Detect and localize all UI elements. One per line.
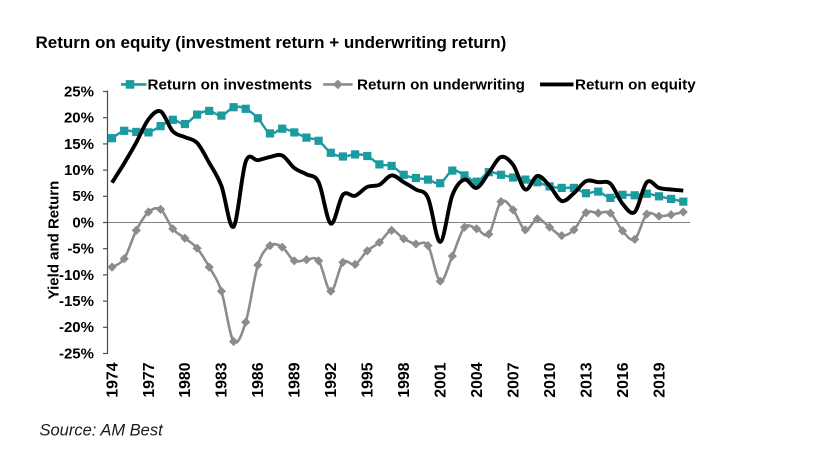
svg-text:Return on underwriting: Return on underwriting: [357, 77, 525, 94]
svg-text:15%: 15%: [64, 136, 94, 153]
svg-text:1977: 1977: [141, 362, 158, 397]
svg-text:1983: 1983: [214, 362, 231, 397]
svg-text:-5%: -5%: [67, 241, 94, 258]
svg-text:1989: 1989: [287, 362, 304, 397]
svg-text:2004: 2004: [469, 362, 486, 397]
svg-text:1998: 1998: [396, 362, 413, 397]
svg-text:0%: 0%: [72, 214, 94, 231]
svg-text:2010: 2010: [542, 362, 559, 397]
svg-text:-20%: -20%: [59, 319, 94, 336]
svg-text:1995: 1995: [360, 362, 377, 397]
svg-text:1980: 1980: [177, 362, 194, 397]
svg-text:2019: 2019: [651, 362, 668, 397]
svg-text:20%: 20%: [64, 110, 94, 127]
svg-text:Yield and Return: Yield and Return: [46, 181, 63, 300]
svg-text:1986: 1986: [250, 362, 267, 397]
svg-text:Return on equity (investment r: Return on equity (investment return + un…: [36, 33, 507, 52]
svg-text:-10%: -10%: [59, 267, 94, 284]
svg-text:1992: 1992: [323, 362, 340, 397]
svg-text:-25%: -25%: [59, 345, 94, 362]
svg-text:-15%: -15%: [59, 293, 94, 310]
svg-text:5%: 5%: [72, 188, 94, 205]
svg-text:Return on investments: Return on investments: [148, 77, 313, 94]
svg-text:Source: AM Best: Source: AM Best: [40, 422, 165, 440]
svg-text:2013: 2013: [578, 362, 595, 397]
svg-text:25%: 25%: [64, 83, 94, 100]
svg-text:Return on equity: Return on equity: [575, 77, 696, 94]
svg-text:2007: 2007: [505, 362, 522, 397]
svg-text:10%: 10%: [64, 162, 94, 179]
svg-text:1974: 1974: [104, 362, 121, 397]
svg-text:2001: 2001: [433, 362, 450, 397]
svg-text:2016: 2016: [615, 362, 632, 397]
